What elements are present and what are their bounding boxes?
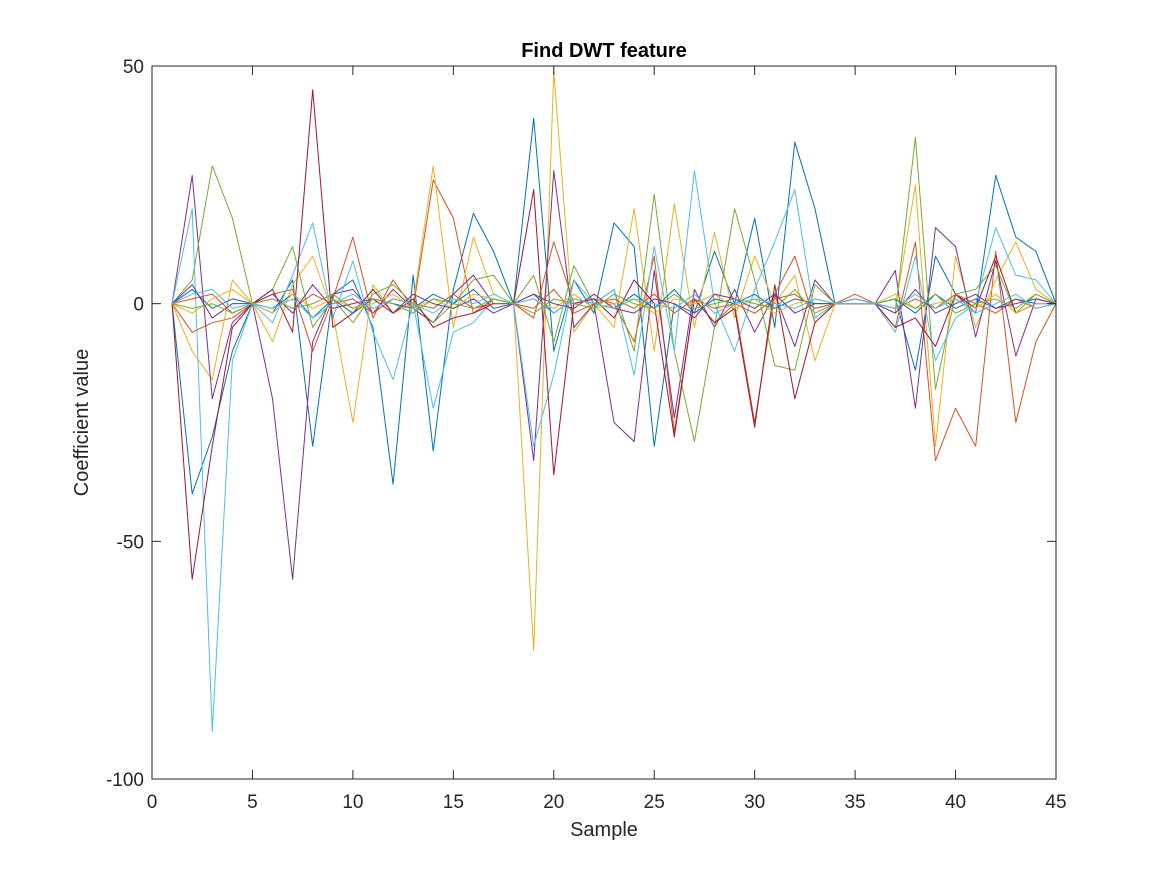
x-tick-label-10: 10 <box>342 792 363 813</box>
x-tick-label-20: 20 <box>543 792 564 813</box>
y-tick-label--50: -50 <box>117 532 144 553</box>
axes-box <box>151 65 1057 780</box>
series-line-12 <box>171 288 1057 314</box>
series-line-10 <box>171 288 1056 314</box>
series-line-4 <box>171 170 1057 580</box>
series-line-7 <box>171 89 1056 580</box>
x-tick-label-35: 35 <box>845 792 866 813</box>
y-tick-label-50: 50 <box>123 57 144 78</box>
x-tick-label-45: 45 <box>1045 792 1066 813</box>
series-line-3 <box>171 70 1057 652</box>
series-line-2 <box>171 179 1057 462</box>
series-line-9 <box>171 288 1057 314</box>
y-tick-label-0: 0 <box>133 295 144 316</box>
series-layer <box>171 70 1057 732</box>
x-tick-label-30: 30 <box>744 792 765 813</box>
y-axis-label: Coefficient value <box>71 349 93 497</box>
series-line-1 <box>171 117 1057 495</box>
x-tick-label-40: 40 <box>945 792 966 813</box>
x-axis-label: Sample <box>570 819 638 841</box>
tick-layer: 0 5 10 15 20 25 30 35 40 45 -100 -50 0 50 <box>106 57 1067 813</box>
x-tick-label-25: 25 <box>644 792 665 813</box>
x-tick-label-15: 15 <box>443 792 464 813</box>
chart-title: Find DWT feature <box>521 40 687 62</box>
series-line-13 <box>171 288 1057 319</box>
x-tick-label-0: 0 <box>147 792 158 813</box>
x-tick-label-5: 5 <box>247 792 258 813</box>
series-line-6 <box>171 170 1057 732</box>
y-tick-label--100: -100 <box>106 770 144 791</box>
